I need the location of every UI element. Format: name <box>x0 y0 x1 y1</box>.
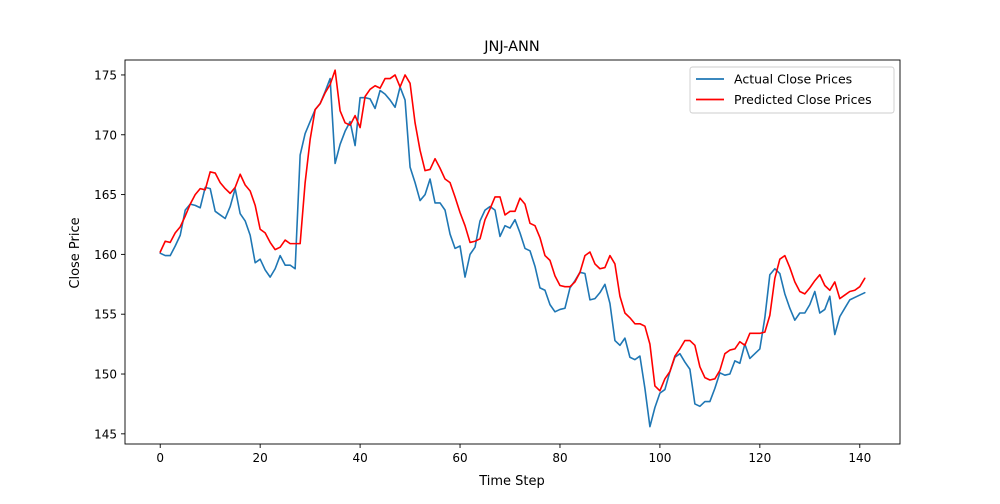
chart-title: JNJ-ANN <box>483 39 539 55</box>
x-tick-label: 60 <box>452 451 467 465</box>
plot-area <box>124 59 901 445</box>
series-line-actual <box>159 77 866 428</box>
x-axis-label: Time Step <box>478 474 545 489</box>
y-tick-label: 155 <box>94 308 117 322</box>
x-tick-label: 0 <box>156 451 164 465</box>
legend-label: Predicted Close Prices <box>734 92 872 107</box>
series-line-predicted <box>159 69 866 392</box>
y-tick-label: 165 <box>94 188 117 202</box>
x-tick-label: 80 <box>552 451 567 465</box>
x-tick-label: 140 <box>848 451 871 465</box>
legend-box <box>689 66 895 114</box>
legend: Actual Close Prices Predicted Close Price… <box>689 66 895 114</box>
x-tick-label: 20 <box>253 451 268 465</box>
x-axis-ticks: 0 20 40 60 80 100 120 140 <box>156 444 871 465</box>
x-tick-label: 40 <box>352 451 367 465</box>
x-tick-label: 120 <box>748 451 771 465</box>
plot-frame <box>124 59 901 445</box>
y-tick-label: 170 <box>94 128 117 142</box>
y-axis-ticks: 145 150 155 160 165 170 175 <box>94 68 125 441</box>
y-tick-label: 145 <box>94 427 117 441</box>
y-tick-label: 150 <box>94 368 117 382</box>
y-axis-label: Close Price <box>68 217 83 288</box>
y-tick-label: 175 <box>94 68 117 82</box>
y-tick-label: 160 <box>94 248 117 262</box>
x-tick-label: 100 <box>648 451 671 465</box>
legend-label: Actual Close Prices <box>734 72 852 87</box>
